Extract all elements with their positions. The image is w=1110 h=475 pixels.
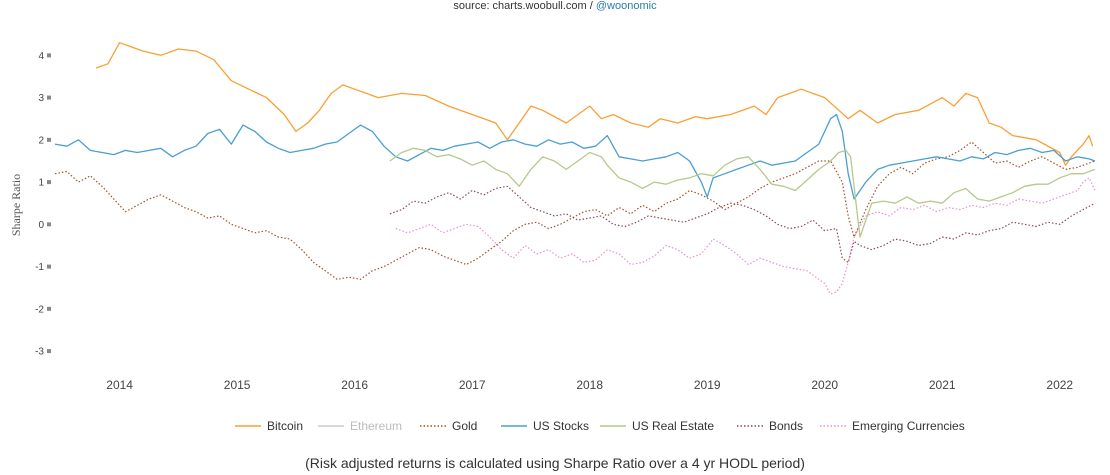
y-tick-label: 3 xyxy=(38,93,44,104)
source-credit: source: charts.woobull.com / @woonomic xyxy=(0,0,1110,13)
x-tick-label: 2020 xyxy=(811,378,838,392)
x-axis: 2014 2015 2016 2017 2018 2019 2020 2021 2022 xyxy=(106,378,1073,392)
legend-item-emerging-currencies[interactable]: Emerging Currencies xyxy=(820,417,965,435)
legend-label: US Stocks xyxy=(533,419,590,433)
y-tick-mark xyxy=(47,349,51,354)
legend-item-ethereum[interactable]: Ethereum xyxy=(318,417,402,435)
y-tick-label: -1 xyxy=(35,262,44,273)
series-line-us-real-estate xyxy=(389,147,1096,238)
footnote: (Risk adjusted returns is calculated usi… xyxy=(305,455,805,471)
legend-swatch xyxy=(235,425,261,427)
x-tick-label: 2014 xyxy=(106,378,133,392)
legend-item-gold[interactable]: Gold xyxy=(420,417,477,435)
x-tick-label: 2017 xyxy=(459,378,486,392)
x-tick-label: 2022 xyxy=(1046,378,1073,392)
legend-item-us-real-estate[interactable]: US Real Estate xyxy=(600,417,714,435)
legend-swatch xyxy=(501,425,527,427)
y-tick-label: 1 xyxy=(38,178,44,189)
y-tick-label: 2 xyxy=(38,135,44,146)
series-line-bonds xyxy=(389,185,1096,263)
y-axis: 4 3 2 1 0 -1 -2 -3 xyxy=(35,51,51,358)
y-tick-mark xyxy=(47,264,51,269)
y-axis-label: Sharpe Ratio xyxy=(9,174,23,236)
series-line-bitcoin xyxy=(95,42,1094,166)
y-tick-mark xyxy=(47,95,51,100)
y-tick-mark xyxy=(47,306,51,311)
legend-item-us-stocks[interactable]: US Stocks xyxy=(501,417,589,435)
y-tick-label: -3 xyxy=(35,347,44,358)
y-tick-mark xyxy=(47,180,51,185)
legend-item-bonds[interactable]: Bonds xyxy=(737,417,803,435)
x-tick-label: 2021 xyxy=(929,378,956,392)
y-tick-label: 0 xyxy=(38,220,44,231)
x-tick-label: 2019 xyxy=(694,378,721,392)
y-tick-mark xyxy=(47,53,51,58)
legend-label: US Real Estate xyxy=(632,419,715,433)
x-tick-label: 2015 xyxy=(224,378,251,392)
source-text: source: charts.woobull.com / xyxy=(453,0,596,12)
source-handle-link[interactable]: @woonomic xyxy=(595,0,657,12)
legend-swatch xyxy=(420,425,446,427)
y-tick-label: 4 xyxy=(38,51,44,62)
legend-label: Gold xyxy=(452,419,478,433)
plot-area xyxy=(54,42,1096,295)
legend-swatch xyxy=(600,425,626,427)
legend-label: Bitcoin xyxy=(267,419,304,433)
legend-swatch xyxy=(318,425,344,427)
y-tick-mark xyxy=(47,137,51,142)
series-line-us-stocks xyxy=(54,113,1096,200)
legend-item-bitcoin[interactable]: Bitcoin xyxy=(235,417,303,435)
legend-label: Emerging Currencies xyxy=(852,419,965,433)
y-tick-mark xyxy=(47,222,51,227)
legend-swatch xyxy=(820,425,846,427)
x-tick-label: 2016 xyxy=(341,378,368,392)
series-line-emerging-currencies xyxy=(395,177,1096,295)
legend-label: Ethereum xyxy=(350,419,403,433)
legend: Bitcoin Ethereum Gold US Stocks US Real Esta… xyxy=(0,417,1110,435)
legend-swatch xyxy=(737,425,763,427)
legend-label: Bonds xyxy=(769,419,804,433)
x-tick-label: 2018 xyxy=(576,378,603,392)
y-tick-label: -2 xyxy=(35,304,44,315)
